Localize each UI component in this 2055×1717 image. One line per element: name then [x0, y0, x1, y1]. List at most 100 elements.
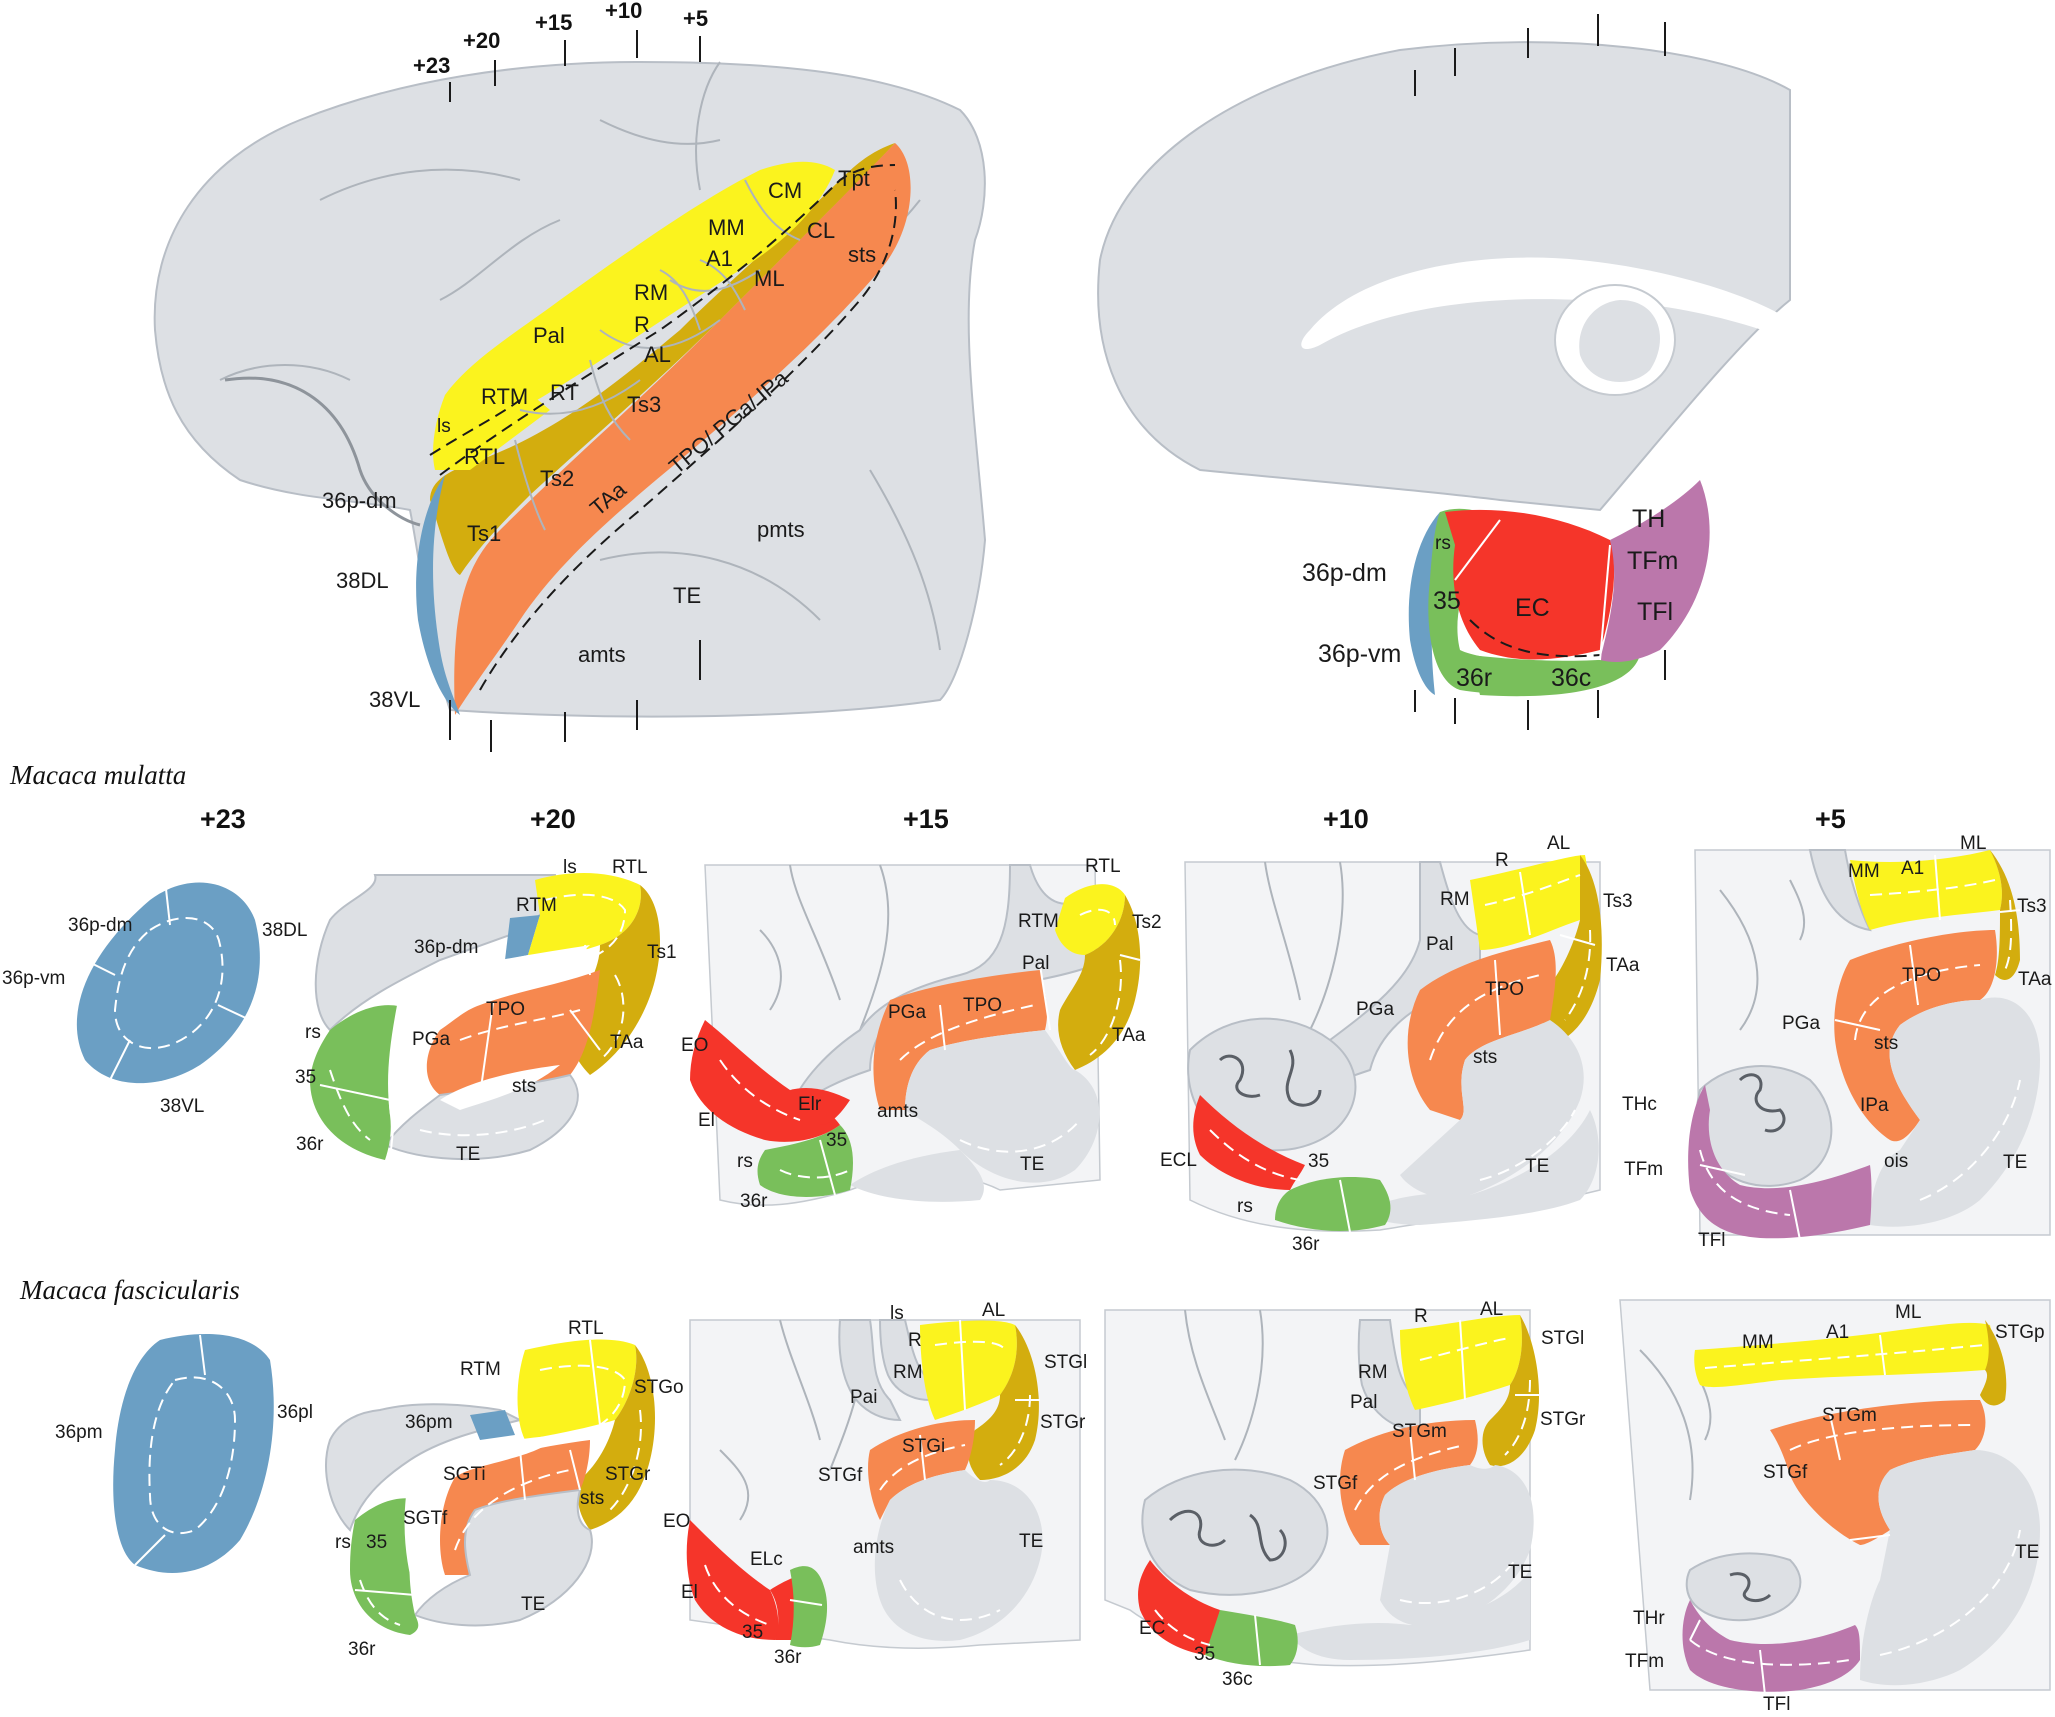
lateral-label-38vl: 38VL: [369, 687, 420, 712]
f5-label-thr: THr: [1633, 1608, 1665, 1629]
medial-label-36r: 36r: [1456, 664, 1492, 692]
f10-label-pal: Pal: [1350, 1392, 1377, 1413]
mulatta-section-15: RTL RTM Ts2 Pal TPO PGa TAa EO Elr amts …: [681, 856, 1162, 1212]
f10-label-stgf: STGf: [1313, 1473, 1358, 1494]
m5-label-ois: ois: [1884, 1151, 1908, 1172]
m20-label-rs: rs: [305, 1022, 321, 1043]
f15-label-stgl: STGl: [1044, 1352, 1087, 1373]
f5-label-te: TE: [2015, 1542, 2039, 1563]
f15-label-amts: amts: [853, 1537, 894, 1558]
lateral-tick-15: +15: [535, 10, 572, 35]
m20-label-ts1: Ts1: [647, 942, 677, 963]
m10-label-pal: Pal: [1426, 934, 1453, 955]
f10-label-ec: EC: [1139, 1618, 1165, 1639]
f10-label-rm: RM: [1358, 1362, 1388, 1383]
f10-label-al: AL: [1480, 1299, 1503, 1320]
lateral-label-rtm: RTM: [481, 384, 528, 409]
lateral-label-38dl: 38DL: [336, 568, 389, 593]
lateral-label-ts2: Ts2: [540, 466, 574, 491]
m10-label-te: TE: [1525, 1156, 1549, 1177]
fascicularis-section-5: MM A1 ML STGp STGm STGf TE THr TFm TFl: [1619, 1299, 2051, 1715]
fascicularis-section-10: R AL STGl RM Pal STGr STGm STGf TE EC 35…: [1104, 1299, 1586, 1690]
m5-label-ipa: IPa: [1860, 1095, 1889, 1116]
m10-label-tpo: TPO: [1485, 979, 1524, 1000]
f15-label-al: AL: [982, 1300, 1005, 1321]
m10-label-taa: TAa: [1606, 955, 1640, 976]
m10-label-35: 35: [1308, 1151, 1329, 1172]
f5-label-tfl: TFl: [1763, 1694, 1790, 1715]
m5-label-thc: THc: [1622, 1094, 1657, 1115]
medial-label-36p-vm: 36p-vm: [1318, 640, 1401, 668]
m15-label-pga: PGa: [888, 1002, 926, 1023]
m15-label-elr: Elr: [798, 1094, 822, 1115]
lateral-label-a1: A1: [706, 246, 733, 271]
m5-label-tpo: TPO: [1902, 965, 1941, 986]
f15-label-pai: Pai: [850, 1387, 877, 1408]
m10-label-sts: sts: [1473, 1047, 1497, 1068]
lateral-label-rtl: RTL: [464, 444, 505, 469]
m5-label-tfm: TFm: [1624, 1159, 1663, 1180]
mulatta-section-20: ls RTL RTM 36p-dm Ts1 TPO rs PGa TAa 35 …: [295, 857, 677, 1165]
f15-label-te: TE: [1019, 1531, 1043, 1552]
f15-label-rm: RM: [893, 1362, 923, 1383]
lateral-tick-23: +23: [413, 53, 450, 78]
f10-label-stgl: STGl: [1541, 1328, 1584, 1349]
m15-label-tpo: TPO: [963, 995, 1002, 1016]
lateral-brain-view: +23 +20 +15 +10 +5 CM Tpt MM CL A1 ML st…: [153, 0, 987, 752]
m5-label-a1: A1: [1901, 858, 1924, 879]
f10-label-stgr: STGr: [1540, 1409, 1586, 1430]
mulatta-section-23: 36p-dm 38DL 36p-vm 38VL: [2, 879, 307, 1117]
f20-label-sgti: SGTi: [443, 1464, 486, 1485]
f15-label-35: 35: [742, 1622, 763, 1643]
m5-label-taa: TAa: [2018, 969, 2052, 990]
fascicularis-section-20: RTL RTM STGo 36pm SGTi STGr sts SGTf rs …: [325, 1318, 684, 1660]
m10-label-ecl: ECL: [1160, 1150, 1197, 1171]
m10-label-36r: 36r: [1292, 1234, 1320, 1255]
m10-label-rs: rs: [1237, 1196, 1253, 1217]
m5-label-ml: ML: [1960, 833, 1986, 854]
f15-label-stgi: STGi: [902, 1436, 945, 1457]
m20-label-36r: 36r: [296, 1134, 324, 1155]
m15-label-rtl: RTL: [1085, 856, 1121, 877]
m15-label-el: El: [698, 1110, 715, 1131]
m5-label-te: TE: [2003, 1152, 2027, 1173]
f15-label-ls: ls: [890, 1303, 904, 1324]
medial-label-35: 35: [1433, 587, 1461, 615]
fascicularis-section-23: 36pm 36pl: [55, 1334, 313, 1573]
f23-label-36pl: 36pl: [277, 1402, 313, 1423]
medial-label-th: TH: [1632, 505, 1665, 533]
m20-label-36p-dm: 36p-dm: [414, 937, 478, 958]
m5-label-sts: sts: [1874, 1033, 1898, 1054]
section-header-20: +20: [530, 804, 576, 834]
mulatta-section-10: R AL RM Ts3 Pal TAa TPO PGa sts 35 TE EC…: [1160, 833, 1640, 1255]
f5-label-stgp: STGp: [1995, 1322, 2045, 1343]
m20-label-te: TE: [456, 1144, 480, 1165]
m23-label-36p-vm: 36p-vm: [2, 968, 65, 989]
f15-label-eo: EO: [663, 1511, 690, 1532]
lateral-label-ml: ML: [754, 266, 785, 291]
lateral-tick-10: +10: [605, 0, 642, 23]
m23-label-38dl: 38DL: [262, 920, 307, 941]
m20-label-rtm: RTM: [516, 895, 557, 916]
species-fascicularis: Macaca fascicularis: [19, 1275, 240, 1305]
f20-label-36r: 36r: [348, 1639, 376, 1660]
medial-label-rs: rs: [1435, 533, 1451, 554]
m10-label-r: R: [1495, 850, 1509, 871]
m23-label-36p-dm: 36p-dm: [68, 915, 132, 936]
lateral-label-rm: RM: [634, 280, 668, 305]
f20-label-te: TE: [521, 1594, 545, 1615]
lateral-tick-5: +5: [683, 6, 708, 31]
lateral-label-mm: MM: [708, 215, 745, 240]
f10-label-36c: 36c: [1222, 1669, 1253, 1690]
m15-label-36r: 36r: [740, 1191, 768, 1212]
lateral-label-amts: amts: [578, 642, 626, 667]
m10-label-al: AL: [1547, 833, 1570, 854]
m10-label-rm: RM: [1440, 889, 1470, 910]
f20-label-sgtf: SGTf: [403, 1508, 448, 1529]
f20-label-stgo: STGo: [634, 1377, 684, 1398]
lateral-label-cm: CM: [768, 178, 802, 203]
f5-label-ml: ML: [1895, 1302, 1921, 1323]
species-mulatta: Macaca mulatta: [9, 760, 186, 790]
lateral-label-al: AL: [644, 342, 671, 367]
